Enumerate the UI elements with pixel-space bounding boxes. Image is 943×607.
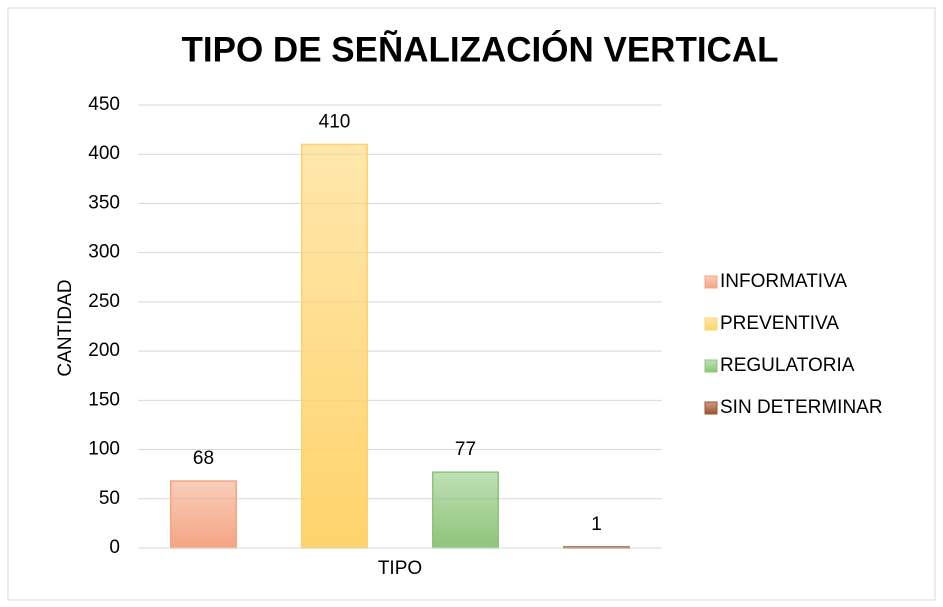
legend-swatch [704, 275, 718, 289]
data-label: 68 [193, 448, 214, 469]
bar [432, 471, 499, 549]
y-tick-label: 300 [88, 242, 120, 263]
bar [301, 143, 368, 549]
y-tick-label: 450 [88, 94, 120, 115]
legend-label: SIN DETERMINAR [720, 397, 883, 418]
y-tick-label: 400 [88, 143, 120, 164]
y-tick-label: 50 [99, 488, 120, 509]
y-axis-label: CANTIDAD [55, 279, 76, 376]
y-tick-label: 0 [109, 537, 120, 558]
legend-swatch [704, 359, 718, 373]
y-tick-label: 200 [88, 340, 120, 361]
legend-label: PREVENTIVA [720, 313, 839, 334]
legend-swatch [704, 317, 718, 331]
data-label: 410 [319, 111, 351, 132]
y-tick-label: 150 [88, 389, 120, 410]
bar [170, 480, 237, 549]
y-tick-label: 250 [88, 291, 120, 312]
legend-label: REGULATORIA [720, 355, 855, 376]
data-label: 77 [455, 439, 476, 460]
chart-title: TIPO DE SEÑALIZACIÓN VERTICAL [182, 29, 779, 69]
y-tick-label: 100 [88, 439, 120, 460]
legend-swatch [704, 401, 718, 415]
data-label: 1 [591, 514, 602, 535]
x-tick-label: TIPO [378, 558, 422, 579]
legend-label: INFORMATIVA [720, 271, 847, 292]
y-tick-label: 350 [88, 192, 120, 213]
